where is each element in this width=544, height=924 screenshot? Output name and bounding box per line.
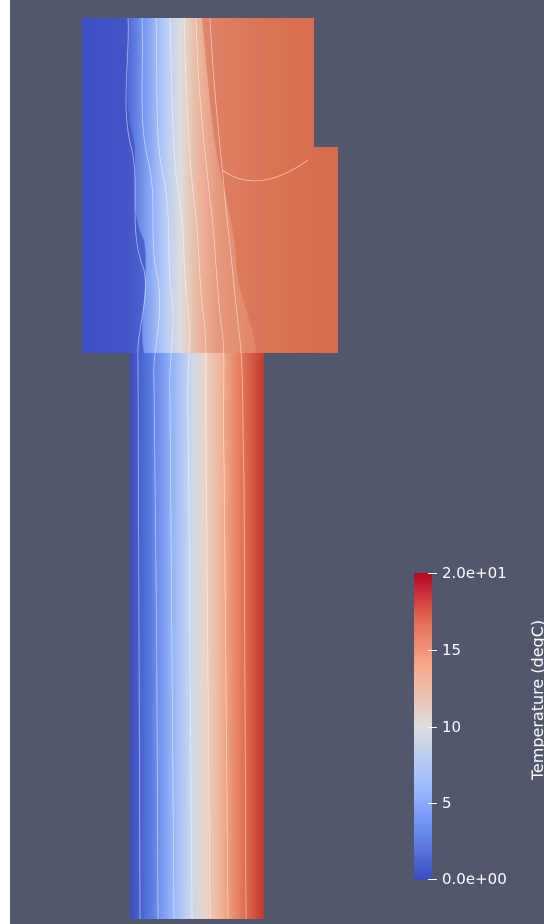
- colorbar: [414, 573, 432, 880]
- colorbar-tick-10: [428, 727, 437, 728]
- colorbar-label-min: 0.0e+00: [442, 870, 507, 888]
- colorbar-tick-5: [428, 803, 437, 804]
- colorbar-title-text: Temperature (degC): [528, 619, 544, 781]
- lower-stem: [130, 353, 264, 919]
- temperature-field: [82, 17, 338, 920]
- colorbar-label-5: 5: [442, 794, 452, 812]
- colorbar-label-15: 15: [442, 641, 462, 659]
- colorbar-tick-max: [428, 573, 437, 574]
- colorbar-tick-min: [428, 879, 437, 880]
- render-viewport[interactable]: 2.0e+01 15 10 5 0.0e+00 Temperature (deg…: [10, 0, 544, 924]
- colorbar-label-10: 10: [442, 718, 462, 736]
- colorbar-label-max: 2.0e+01: [442, 564, 507, 582]
- colorbar-tick-15: [428, 650, 437, 651]
